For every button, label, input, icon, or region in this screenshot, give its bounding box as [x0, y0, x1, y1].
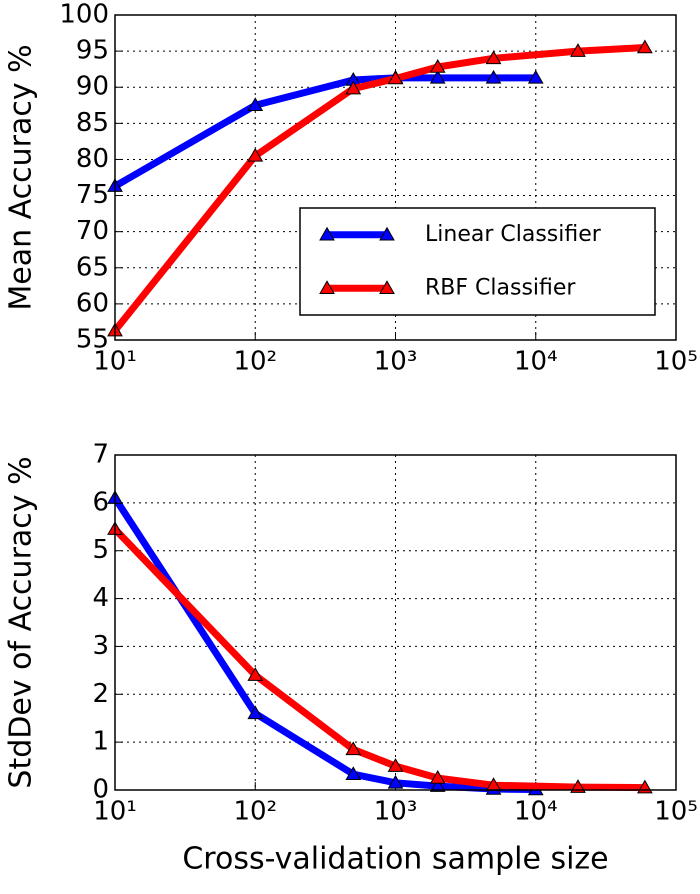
y-tick-label: 65	[76, 252, 109, 282]
y-tick-label: 90	[76, 72, 109, 102]
y-tick-label: 2	[92, 679, 109, 709]
marker	[429, 69, 446, 84]
legend-label: RBF Classifier	[425, 275, 576, 300]
marker	[345, 766, 362, 780]
y-tick-label: 60	[76, 288, 109, 318]
legend-marker	[319, 226, 335, 241]
legend-label: Linear Classifier	[425, 222, 602, 247]
y-tick-label: 6	[92, 487, 109, 517]
marker	[247, 147, 264, 162]
y-axis-label: Mean Accuracy %	[4, 44, 39, 310]
series-line	[112, 526, 645, 792]
y-tick-label: 3	[92, 631, 109, 661]
y-tick-label: 7	[92, 440, 109, 470]
marker	[429, 778, 446, 792]
x-tick-label: 10²	[233, 347, 277, 377]
x-tick-label: 10⁴	[514, 797, 558, 827]
legend-marker	[319, 280, 335, 294]
series-line	[112, 496, 536, 794]
x-axis-label: Cross-validation sample size	[182, 842, 608, 877]
series-line	[113, 74, 536, 190]
series-line	[112, 44, 646, 333]
y-tick-label: 100	[59, 0, 109, 30]
y-tick-label: 70	[76, 216, 109, 246]
marker	[429, 770, 446, 784]
y-tick-label: 0	[92, 775, 109, 805]
y-tick-label: 75	[76, 180, 109, 210]
x-tick-label: 10⁴	[514, 347, 558, 377]
marker	[485, 50, 502, 65]
marker	[345, 80, 362, 95]
marker	[485, 69, 502, 84]
x-tick-label: 10³	[374, 797, 418, 827]
marker	[387, 774, 404, 789]
marker	[429, 58, 446, 73]
legend-marker	[379, 280, 395, 294]
x-tick-label: 10³	[374, 347, 418, 377]
x-tick-label: 10¹	[93, 797, 137, 827]
legend-marker	[379, 226, 395, 241]
y-tick-label: 55	[76, 325, 109, 355]
x-tick-label: 10¹	[93, 347, 137, 377]
plot-frame	[114, 14, 677, 341]
marker	[247, 705, 264, 720]
marker	[247, 667, 264, 681]
marker	[527, 69, 544, 84]
y-tick-label: 85	[76, 108, 109, 138]
x-tick-label: 10⁵	[654, 797, 698, 827]
marker	[387, 70, 404, 85]
marker	[247, 97, 264, 112]
legend-box	[299, 207, 656, 316]
y-tick-label: 4	[92, 583, 109, 613]
marker	[637, 39, 653, 54]
y-tick-label: 5	[92, 535, 109, 565]
y-tick-label: 80	[76, 144, 109, 174]
x-tick-label: 10²	[233, 797, 277, 827]
y-axis-label: StdDev of Accuracy %	[4, 456, 39, 788]
y-tick-label: 1	[92, 727, 109, 757]
marker	[345, 741, 362, 756]
y-tick-label: 95	[76, 36, 109, 66]
marker	[570, 43, 586, 57]
marker	[387, 758, 404, 772]
plot-frame	[114, 454, 677, 791]
x-tick-label: 10⁵	[654, 347, 698, 377]
